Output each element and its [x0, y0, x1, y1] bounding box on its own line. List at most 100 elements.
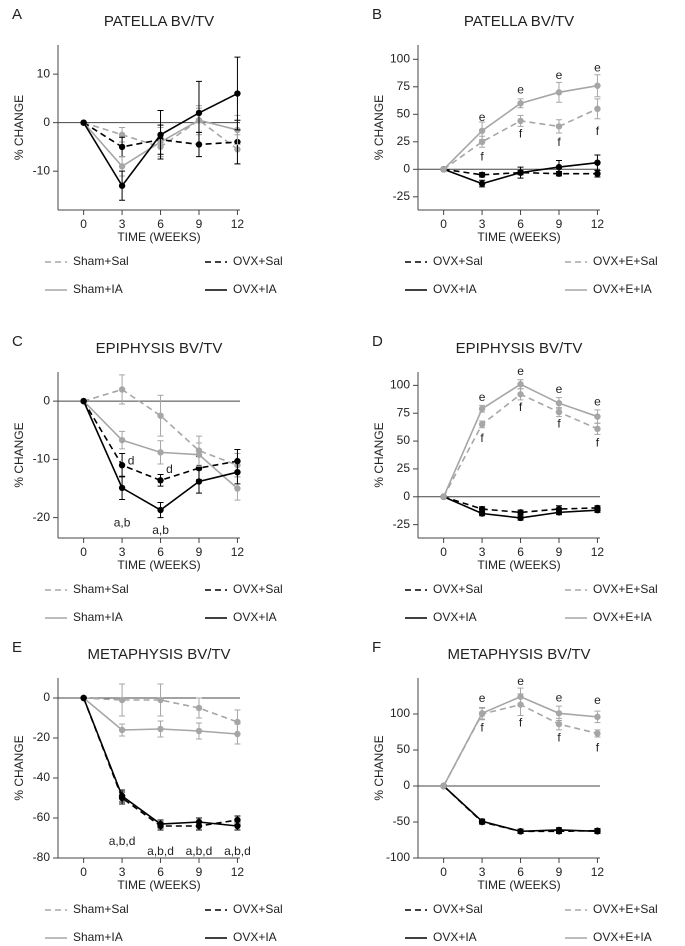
data-point [594, 828, 601, 835]
annotation: e [517, 82, 524, 96]
legend-label: OVX+E+IA [593, 930, 652, 944]
x-tick-label: 9 [196, 217, 203, 231]
legend-label: OVX+Sal [233, 254, 283, 268]
y-tick-label: 25 [397, 134, 411, 148]
data-point [478, 710, 486, 717]
data-point [234, 730, 241, 738]
data-point [517, 514, 524, 522]
data-point [118, 484, 126, 492]
y-axis-label: % CHANGE [12, 422, 26, 487]
data-point [594, 170, 601, 177]
data-point [517, 169, 524, 176]
legend-label: OVX+Sal [233, 582, 283, 596]
x-tick-label: 0 [80, 217, 87, 231]
annotation: e [556, 690, 563, 704]
data-point [157, 477, 164, 484]
data-point [157, 696, 164, 704]
panel-letter: C [12, 333, 23, 350]
y-tick-label: 75 [397, 405, 411, 419]
x-tick-label: 9 [196, 545, 203, 559]
annotation: a,b,d [109, 834, 136, 848]
legend-label: Sham+IA [73, 282, 123, 296]
x-tick-label: 0 [80, 865, 87, 879]
data-point [517, 693, 524, 700]
x-tick-label: 6 [517, 217, 524, 231]
y-tick-label: -10 [33, 163, 51, 177]
data-point [517, 391, 524, 398]
y-axis-label: % CHANGE [12, 95, 26, 160]
annotation: f [596, 124, 600, 138]
x-tick-label: 0 [80, 545, 87, 559]
data-point [594, 506, 601, 514]
legend-label: OVX+Sal [433, 902, 483, 916]
legend-label: OVX+IA [433, 930, 477, 944]
data-point [118, 386, 126, 393]
series-line [83, 697, 238, 723]
data-point [118, 726, 126, 734]
annotation: e [517, 674, 524, 688]
data-point [157, 725, 164, 733]
annotation: e [479, 110, 486, 124]
chart-title: METAPHYSIS BV/TV [87, 646, 230, 663]
annotation: e [479, 390, 486, 404]
data-point [517, 828, 524, 835]
panel-letter: A [12, 6, 22, 23]
data-point [555, 163, 563, 171]
x-tick-label: 3 [119, 217, 126, 231]
annotation: f [519, 126, 523, 140]
data-point [555, 408, 563, 416]
data-point [555, 399, 563, 407]
panel-letter: B [372, 6, 382, 23]
data-point [517, 381, 524, 388]
data-point [195, 451, 203, 458]
data-point [234, 822, 241, 830]
legend-label: OVX+IA [433, 610, 477, 624]
data-point [478, 818, 486, 825]
legend-label: Sham+Sal [73, 254, 129, 268]
y-tick-label: 0 [403, 161, 410, 175]
y-tick-label: -10 [33, 452, 51, 466]
legend-label: OVX+E+Sal [593, 582, 658, 596]
data-point [157, 412, 164, 419]
annotation: a,b [152, 523, 169, 537]
y-axis-label: % CHANGE [372, 422, 386, 487]
x-tick-label: 12 [591, 865, 605, 879]
y-axis-label: % CHANGE [12, 735, 26, 800]
x-tick-label: 3 [119, 865, 126, 879]
y-tick-label: 0 [43, 115, 50, 129]
annotation: f [596, 741, 600, 755]
x-tick-label: 9 [556, 545, 563, 559]
y-tick-label: 50 [397, 433, 411, 447]
x-tick-label: 6 [157, 865, 164, 879]
x-tick-label: 12 [231, 217, 245, 231]
y-tick-label: 25 [397, 461, 411, 475]
x-tick-label: 0 [440, 865, 447, 879]
data-point [80, 119, 87, 126]
x-axis-label: TIME (WEEKS) [477, 878, 560, 892]
data-point [195, 704, 203, 712]
data-point [195, 818, 203, 826]
data-point [195, 727, 203, 735]
x-tick-label: 3 [119, 545, 126, 559]
data-point [478, 138, 486, 145]
annotation: a,b [114, 516, 131, 530]
data-point [478, 405, 486, 412]
data-point [234, 90, 241, 97]
legend-label: OVX+Sal [433, 254, 483, 268]
annotation: a,b,d [224, 844, 251, 858]
annotation: f [596, 435, 600, 449]
annotation: e [479, 691, 486, 705]
x-tick-label: 12 [231, 545, 245, 559]
legend-label: OVX+Sal [433, 582, 483, 596]
data-point [478, 180, 486, 187]
x-tick-label: 3 [479, 865, 486, 879]
data-point [517, 509, 524, 516]
data-point [555, 89, 563, 96]
data-point [594, 82, 601, 89]
y-axis-label: % CHANGE [372, 735, 386, 800]
data-point [517, 117, 524, 125]
y-tick-label: -50 [393, 814, 411, 828]
x-tick-label: 3 [479, 217, 486, 231]
annotation: f [480, 431, 484, 445]
